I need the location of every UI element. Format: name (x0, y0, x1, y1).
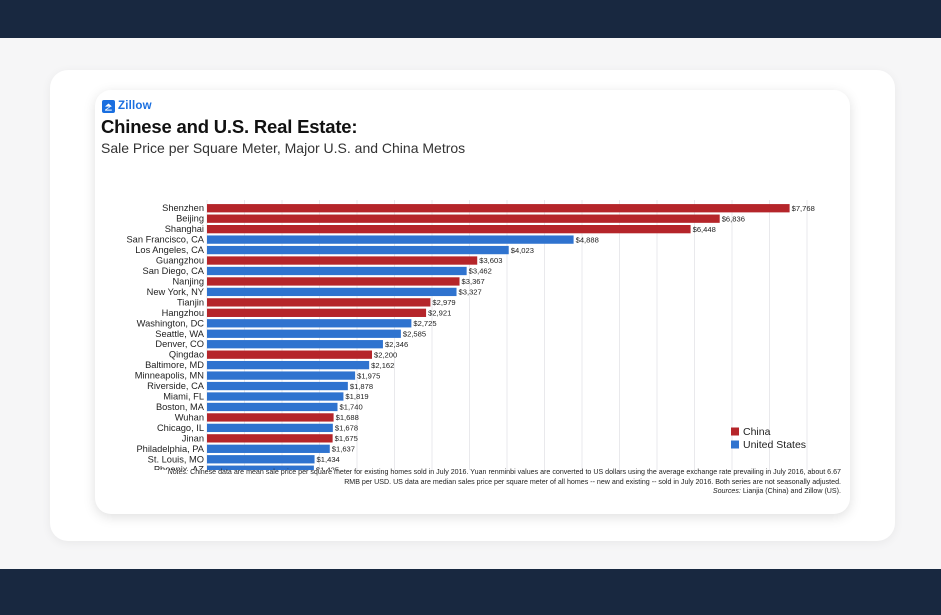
value-label: $6,448 (693, 225, 716, 234)
bar-chart: Shenzhen $7,768 Beijing $6,836 Shanghai $6,44… (126, 200, 815, 470)
outer-card: Zillow Chinese and U.S. Real Estate: Sal… (50, 70, 895, 541)
chart-notes: Notes: Chinese data are mean sale price … (155, 468, 841, 497)
value-label: $1,819 (345, 392, 368, 401)
value-label: $1,675 (335, 434, 358, 443)
value-label: $3,367 (462, 277, 485, 286)
bar (207, 256, 478, 265)
value-label: $1,425 (316, 465, 339, 470)
bar (207, 308, 427, 317)
category-label: Miami, FL (163, 392, 204, 402)
zillow-logo: Zillow (102, 99, 152, 113)
category-label: Boston, MA (156, 402, 205, 412)
bar (207, 329, 401, 338)
category-label: Wuhan (175, 412, 204, 422)
bar (207, 340, 383, 349)
value-label: $1,688 (336, 413, 359, 422)
value-label: $1,678 (335, 424, 358, 433)
sources-label: Sources: (712, 487, 741, 495)
bar (207, 392, 344, 401)
bar (207, 245, 509, 255)
value-label: $1,637 (332, 445, 355, 454)
bar (207, 381, 348, 391)
bar (207, 444, 330, 453)
value-label: $7,768 (792, 204, 815, 213)
bar (207, 266, 467, 276)
category-label: Nanjing (172, 276, 204, 286)
category-label: Jinan (182, 433, 204, 443)
category-label: Baltimore, MD (145, 360, 204, 370)
value-label: $2,921 (428, 309, 451, 318)
bar (207, 319, 412, 328)
bar (207, 413, 334, 422)
category-label: Chicago, IL (157, 423, 204, 433)
value-label: $1,975 (357, 371, 380, 380)
bar (207, 214, 720, 223)
bar (207, 350, 372, 359)
category-label: Los Angeles, CA (135, 245, 205, 255)
legend-swatch (731, 427, 739, 436)
value-label: $4,023 (511, 246, 534, 255)
bar (207, 298, 431, 307)
zillow-logo-icon (102, 99, 115, 113)
category-label: Beijing (176, 214, 204, 224)
value-label: $1,740 (340, 403, 363, 412)
value-label: $2,725 (413, 319, 436, 328)
chart-title: Chinese and U.S. Real Estate: (101, 116, 358, 137)
bar (207, 360, 370, 370)
bar (207, 402, 338, 412)
bar (207, 225, 691, 234)
bar (207, 235, 574, 244)
bar (207, 465, 314, 470)
value-label: $4,888 (576, 235, 599, 244)
value-label: $3,327 (459, 288, 482, 297)
bar (207, 287, 457, 297)
sources-text: Lianjia (China) and Zillow (US). (742, 487, 841, 495)
category-label: Minneapolis, MN (135, 371, 204, 381)
category-label: Qingdao (169, 350, 204, 360)
bottom-band (0, 569, 941, 615)
category-label: Philadelphia, PA (136, 444, 204, 454)
category-label: New York, NY (147, 287, 204, 297)
value-label: $2,162 (371, 361, 394, 370)
chart-card: Zillow Chinese and U.S. Real Estate: Sal… (95, 90, 850, 514)
category-label: Tianjin (177, 297, 204, 307)
bar (207, 371, 356, 380)
value-label: $3,462 (469, 267, 492, 276)
category-label: San Francisco, CA (126, 235, 204, 245)
value-label: $6,836 (722, 214, 745, 223)
category-label: Phoenix, AZ (154, 465, 204, 470)
category-label: Riverside, CA (147, 381, 205, 391)
legend-swatch (731, 440, 739, 449)
category-label: Shanghai (165, 224, 204, 234)
bar (207, 434, 333, 443)
value-label: $1,878 (350, 382, 373, 391)
value-label: $2,585 (403, 329, 426, 338)
notes-label: Notes: (167, 468, 189, 476)
bar (207, 277, 460, 286)
category-label: St. Louis, MO (148, 454, 204, 464)
category-label: Hangzhou (162, 308, 204, 318)
notes-text: Chinese data are mean sale price per squ… (190, 468, 841, 486)
chart-subtitle: Sale Price per Square Meter, Major U.S. … (101, 140, 466, 156)
value-label: $1,434 (317, 455, 340, 464)
bar (207, 423, 333, 433)
value-label: $2,979 (432, 298, 455, 307)
category-label: Guangzhou (156, 256, 204, 266)
legend-label: China (743, 426, 771, 438)
bar (207, 204, 790, 213)
category-label: Denver, CO (155, 339, 204, 349)
category-label: Shenzhen (162, 203, 204, 213)
sources-line: Sources: Lianjia (China) and Zillow (US)… (155, 487, 841, 497)
legend-label: United States (743, 439, 806, 451)
value-label: $3,603 (479, 256, 502, 265)
value-label: $2,346 (385, 340, 408, 349)
value-label: $2,200 (374, 350, 397, 359)
category-label: Washington, DC (137, 318, 205, 328)
bar (207, 455, 315, 464)
stage-background: Zillow Chinese and U.S. Real Estate: Sal… (0, 38, 941, 569)
zillow-logo-text: Zillow (118, 100, 152, 112)
category-label: San Diego, CA (143, 266, 205, 276)
category-label: Seattle, WA (155, 329, 205, 339)
top-band (0, 0, 941, 38)
